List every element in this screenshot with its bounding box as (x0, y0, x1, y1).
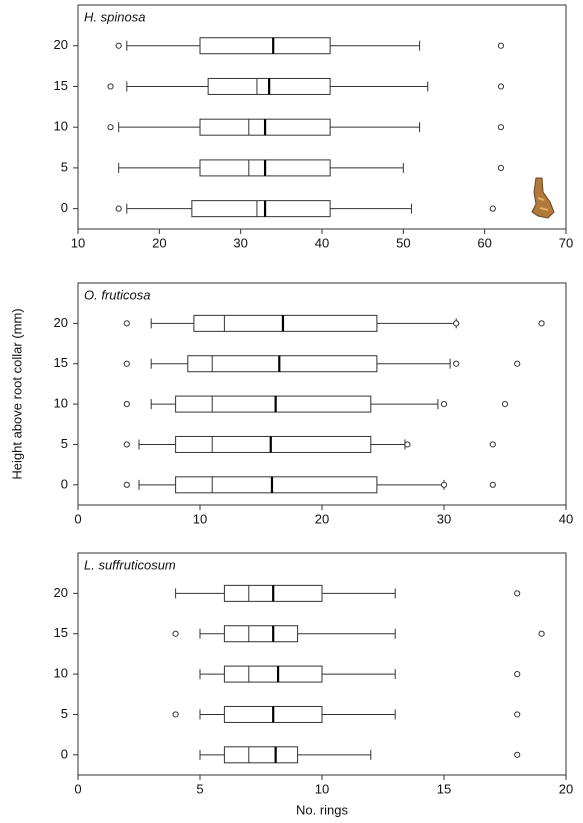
outlier (440, 400, 448, 408)
box (175, 395, 372, 413)
outlier (497, 124, 505, 131)
outlier (123, 441, 130, 448)
x-tick-label: 0 (74, 781, 81, 796)
x-axis-label: No. rings (296, 802, 349, 817)
outlier (172, 630, 179, 637)
outlier (514, 590, 521, 597)
y-tick-label: 20 (54, 315, 68, 330)
panel-title: H. spinosa (84, 9, 145, 24)
outlier (489, 481, 496, 488)
y-axis-label: Height above root collar (mm) (9, 308, 24, 479)
outlier (489, 205, 496, 212)
y-tick-label: 0 (61, 476, 68, 491)
outlier (107, 124, 114, 131)
panel-title: O. fruticosa (84, 287, 150, 302)
outlier (453, 320, 460, 327)
outlier (514, 751, 521, 758)
y-tick-label: 0 (61, 200, 68, 215)
y-tick-label: 15 (54, 625, 68, 640)
y-tick-label: 10 (54, 119, 68, 134)
box (191, 200, 331, 218)
outlier (514, 670, 521, 678)
outlier (497, 42, 505, 49)
x-tick-label: 50 (396, 235, 410, 250)
outlier (453, 360, 460, 367)
outlier (501, 400, 509, 408)
outlier (440, 481, 448, 488)
x-tick-label: 40 (559, 511, 573, 526)
y-tick-label: 10 (54, 396, 68, 411)
outlier (115, 42, 122, 49)
outlier (497, 164, 505, 172)
x-tick-label: 70 (559, 235, 573, 250)
x-tick-label: 10 (315, 781, 329, 796)
y-tick-label: 5 (61, 436, 68, 451)
x-tick-label: 40 (315, 235, 329, 250)
box (223, 746, 299, 764)
outlier (497, 83, 505, 90)
panel-title: L. suffruticosum (84, 557, 176, 572)
y-tick-label: 10 (54, 666, 68, 681)
box (223, 625, 299, 643)
box (199, 37, 331, 55)
outlier (489, 441, 496, 448)
box (223, 665, 323, 683)
x-tick-label: 60 (477, 235, 491, 250)
x-tick-label: 30 (233, 235, 247, 250)
box (175, 435, 372, 453)
outlier (115, 205, 122, 212)
outlier (123, 320, 130, 327)
outlier (123, 360, 130, 367)
x-tick-label: 20 (559, 781, 573, 796)
x-tick-label: 5 (196, 781, 203, 796)
outlier (514, 360, 521, 367)
y-tick-label: 20 (54, 585, 68, 600)
plant-icon (531, 177, 555, 219)
y-tick-label: 15 (54, 78, 68, 93)
y-tick-label: 5 (61, 159, 68, 174)
x-tick-label: 10 (71, 235, 85, 250)
x-tick-label: 20 (315, 511, 329, 526)
x-tick-label: 30 (437, 511, 451, 526)
outlier (538, 630, 545, 637)
x-tick-label: 0 (74, 511, 81, 526)
y-tick-label: 15 (54, 355, 68, 370)
outlier (538, 320, 545, 327)
x-tick-label: 15 (437, 781, 451, 796)
outlier (107, 83, 114, 90)
outlier (172, 711, 179, 718)
outlier (404, 441, 411, 448)
x-tick-label: 10 (193, 511, 207, 526)
box (187, 355, 378, 373)
outlier (123, 400, 130, 408)
y-tick-label: 0 (61, 746, 68, 761)
box (175, 476, 378, 494)
outlier (123, 481, 130, 488)
x-tick-label: 20 (152, 235, 166, 250)
box (193, 314, 378, 332)
y-tick-label: 5 (61, 706, 68, 721)
y-tick-label: 20 (54, 37, 68, 52)
outlier (514, 711, 521, 718)
